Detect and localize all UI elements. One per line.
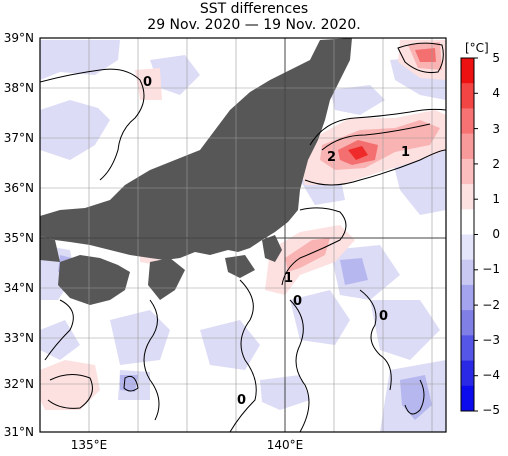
lat-label: 33°N — [4, 331, 34, 345]
positive-anomaly-peak — [348, 146, 368, 160]
colorbar-tick: −1 — [482, 262, 500, 276]
contour-label: 1 — [284, 271, 293, 286]
colorbar-frame — [460, 57, 475, 412]
colorbar-segment — [461, 83, 474, 109]
colorbar-tick: 3 — [492, 122, 500, 136]
colorbar-tick: −3 — [482, 333, 500, 347]
colorbar-tick-labels: 5 4 3 2 1 0 −1 −2 −3 −4 −5 — [482, 51, 500, 417]
colorbar-tick: 4 — [492, 86, 500, 100]
colorbar-segment — [461, 335, 474, 362]
lat-label: 35°N — [4, 231, 34, 245]
colorbar-segment — [461, 133, 474, 160]
colorbar-segment — [461, 310, 474, 336]
longitude-labels: 135°E 140°E — [71, 438, 304, 452]
colorbar-segment — [461, 158, 474, 185]
colorbar-tick: −5 — [482, 403, 500, 417]
lat-label: 31°N — [4, 425, 34, 439]
contours — [40, 42, 446, 432]
latitude-labels: 39°N 38°N 37°N 36°N 35°N 34°N 33°N 32°N … — [4, 31, 34, 439]
contour-label: 0 — [143, 75, 152, 90]
lon-label: 140°E — [267, 438, 304, 452]
contour-label: 0 — [237, 393, 246, 408]
colorbar-segment — [461, 385, 474, 412]
colorbar-unit: [°C] — [465, 41, 489, 55]
colorbar-segment — [461, 209, 474, 235]
lat-label: 37°N — [4, 131, 34, 145]
land — [40, 38, 352, 305]
colorbar-segment — [461, 360, 474, 387]
lon-label: 135°E — [71, 438, 108, 452]
colorbar-segment — [461, 108, 474, 135]
colorbar-tick: −2 — [482, 298, 500, 312]
colorbar-tick: 2 — [492, 157, 500, 171]
colorbar-segment — [461, 259, 474, 286]
contour-labels: 0 2 1 1 0 0 0 — [143, 75, 410, 408]
contour-label: 0 — [293, 294, 302, 309]
colorbar-segment — [461, 284, 474, 311]
map-frame — [39, 37, 447, 433]
lat-label: 34°N — [4, 281, 34, 295]
contour-label: 0 — [379, 309, 388, 324]
map-title: SST differences — [199, 1, 309, 17]
lat-label: 36°N — [4, 181, 34, 195]
colorbar-tick: 5 — [492, 51, 500, 65]
colorbar-segment — [461, 234, 474, 261]
colorbar-segment — [461, 184, 474, 210]
colorbar-tick: 0 — [492, 227, 500, 241]
contour-label: 1 — [401, 145, 410, 160]
colorbar-segment — [461, 58, 474, 84]
lat-label: 32°N — [4, 377, 34, 391]
lat-label: 38°N — [4, 81, 34, 95]
colorbar-tick: −4 — [482, 368, 500, 382]
lat-label: 39°N — [4, 31, 34, 45]
contour-label: 2 — [327, 150, 336, 165]
colorbar-tick: 1 — [492, 192, 500, 206]
map-subtitle: 29 Nov. 2020 — 19 Nov. 2020. — [147, 17, 361, 33]
colorbar — [461, 57, 478, 412]
